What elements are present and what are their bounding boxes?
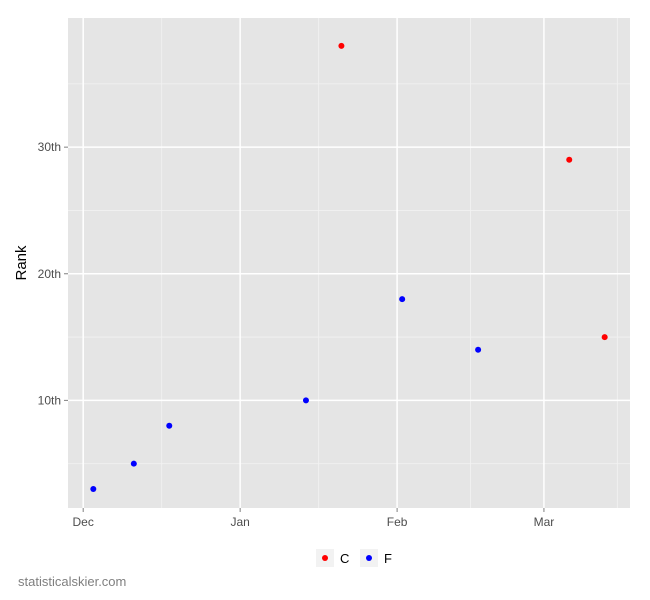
point-F — [302, 397, 309, 404]
x-axis: Dec Jan Feb Mar — [73, 508, 555, 529]
plot-panel — [68, 18, 630, 508]
point-F — [166, 422, 173, 429]
legend-label-C: C — [340, 551, 349, 566]
y-tick-label: 30th — [38, 140, 61, 154]
legend-marker-F — [366, 555, 372, 561]
y-axis-title: Rank — [13, 245, 30, 281]
x-tick-label: Dec — [73, 515, 94, 529]
point-F — [90, 486, 97, 493]
major-gridlines — [68, 18, 630, 508]
point-C — [338, 42, 345, 49]
source-caption: statisticalskier.com — [18, 574, 127, 589]
data-points — [90, 42, 608, 493]
y-axis: 10th 20th 30th — [38, 140, 68, 407]
y-tick-label: 10th — [38, 393, 61, 407]
legend-label-F: F — [384, 551, 392, 566]
point-F — [475, 346, 482, 353]
x-tick-label: Feb — [387, 515, 408, 529]
point-C — [601, 334, 608, 341]
point-F — [130, 460, 137, 467]
point-F — [399, 296, 406, 303]
minor-gridlines — [68, 18, 630, 508]
x-tick-label: Jan — [230, 515, 249, 529]
y-tick-label: 20th — [38, 267, 61, 281]
x-tick-label: Mar — [534, 515, 555, 529]
point-C — [566, 156, 573, 163]
legend-marker-C — [322, 555, 328, 561]
